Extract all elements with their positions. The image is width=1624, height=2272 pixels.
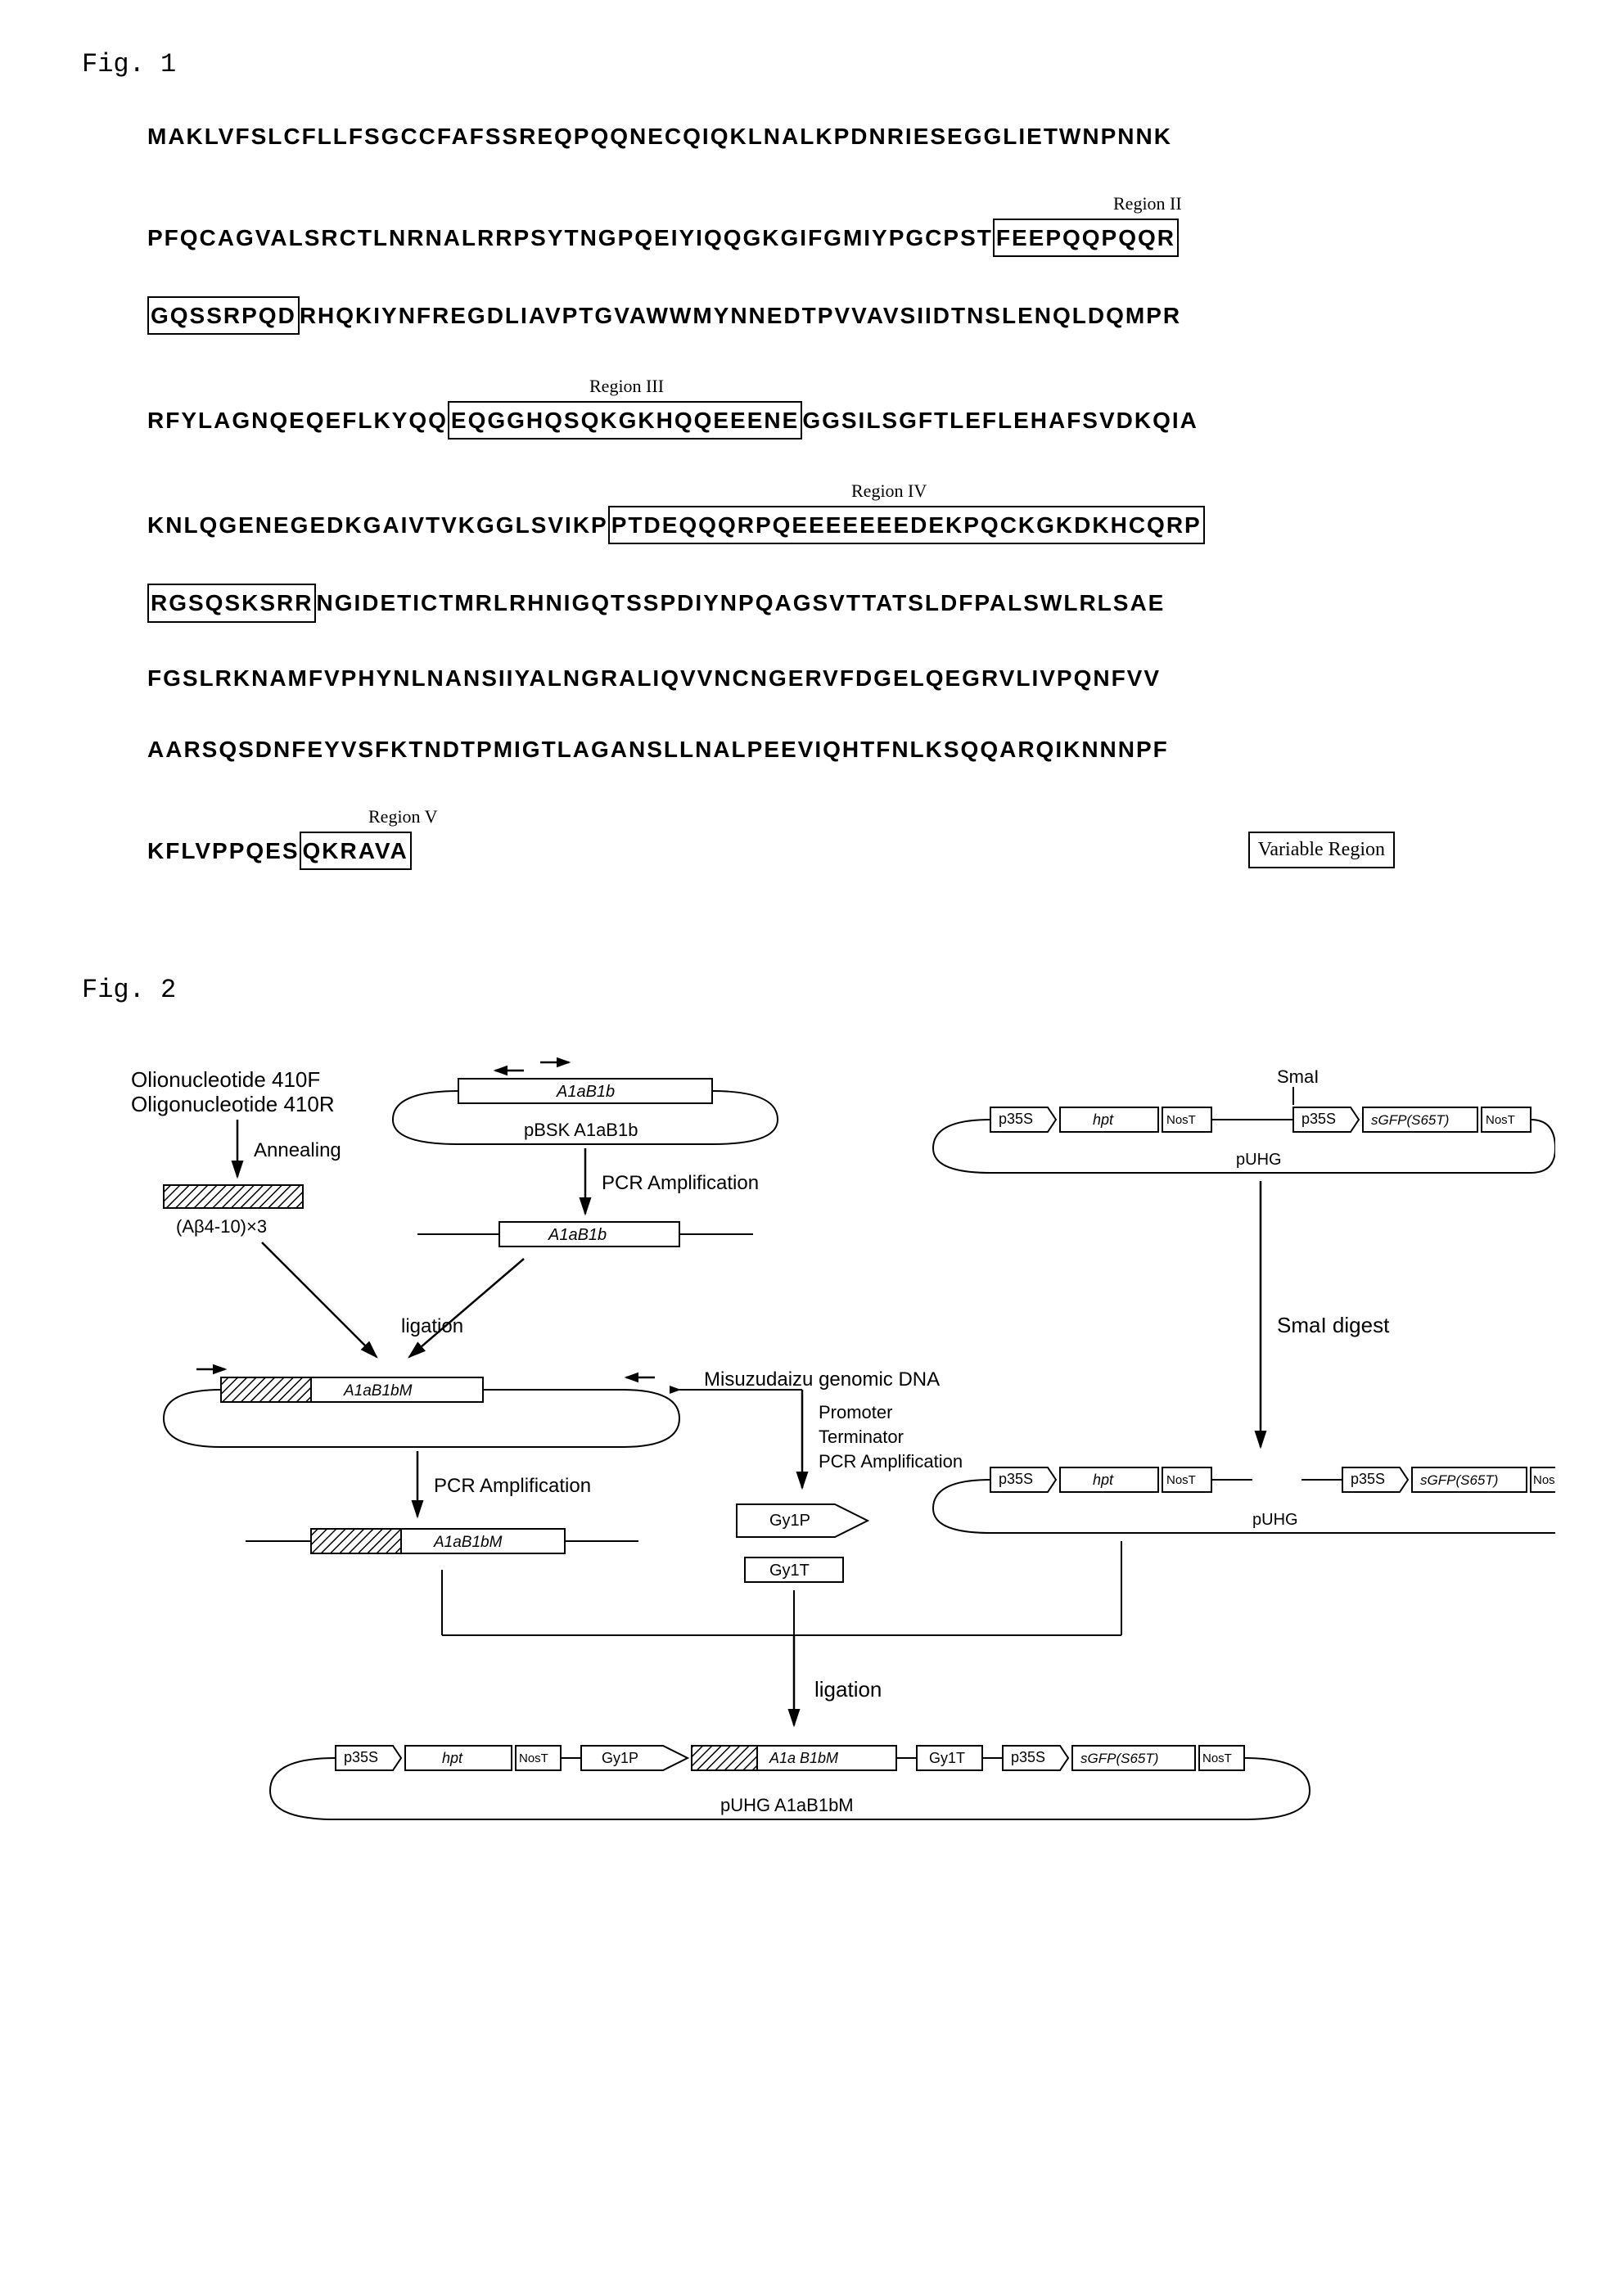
- a1ab1bm-mid-text: A1aB1bM: [343, 1382, 413, 1400]
- svg-text:NosT: NosT: [1166, 1113, 1196, 1127]
- seq-line-9: KFLVPPQESQKRAVA Variable Region: [147, 832, 1542, 870]
- svg-text:sGFP(S65T): sGFP(S65T): [1420, 1472, 1498, 1488]
- svg-text:p35S: p35S: [1351, 1471, 1385, 1487]
- pcr1-text: PCR Amplification: [602, 1172, 759, 1194]
- sequence-block: MAKLVFSLCFLLFSGCCFAFSSREQPQQNECQIQKLNALK…: [147, 120, 1542, 909]
- puhg-final-text: pUHG A1aB1bM: [720, 1795, 854, 1815]
- region2-box-a: FEEPQQPQQR: [993, 219, 1179, 257]
- region3-box: EQGGHQSQKGKHQQEEENE: [448, 401, 802, 440]
- final-construct: p35S hpt NosT Gy1P A1a B1bM Gy1T p35S sG…: [270, 1746, 1310, 1819]
- svg-text:pUHG: pUHG: [1252, 1511, 1298, 1529]
- region2-box-b: GQSSRPQD: [147, 296, 300, 335]
- a1ab1b-plasmid-text: A1aB1b: [556, 1083, 615, 1101]
- pcr3-text: PCR Amplification: [434, 1475, 591, 1497]
- a1ab1bm-linear-text: A1aB1bM: [433, 1534, 503, 1551]
- svg-text:Gy1P: Gy1P: [602, 1750, 638, 1766]
- svg-text:sGFP(S65T): sGFP(S65T): [1371, 1112, 1449, 1128]
- seq-6b: NGIDETICTMRLRHNIGQTSSPDIYNPQAGSVTTATSLDF…: [316, 590, 1165, 615]
- seq-4a: RFYLAGNQEQEFLKYQQ: [147, 408, 448, 433]
- region5-box: QKRAVA: [300, 832, 412, 870]
- terminator-text: Terminator: [819, 1427, 904, 1447]
- svg-text:NosT: NosT: [1486, 1113, 1515, 1127]
- puhg-top: p35S hpt NosT p35S sGFP(S65T) NosT pUHG: [933, 1107, 1555, 1173]
- fig2-diagram: Olionucleotide 410F Oligonucleotide 410R…: [115, 1046, 1555, 1934]
- region3-label-row: Region III: [147, 374, 1542, 399]
- region2-label: Region II: [1113, 192, 1182, 217]
- svg-text:p35S: p35S: [344, 1749, 378, 1765]
- svg-text:sGFP(S65T): sGFP(S65T): [1080, 1751, 1158, 1766]
- svg-text:NosT: NosT: [1533, 1473, 1555, 1487]
- svg-text:hpt: hpt: [442, 1750, 463, 1766]
- region3-label: Region III: [589, 374, 664, 399]
- fig2-label: Fig. 2: [82, 975, 1542, 1005]
- ligation2-text: ligation: [814, 1677, 882, 1702]
- seq-4c: GGSILSGFTLEFLEHAFSVDKQIA: [802, 408, 1198, 433]
- seq-line-4: RFYLAGNQEQEFLKYQQEQGGHQSQKGKHQQEEENEGGSI…: [147, 401, 1542, 440]
- pbska-text: pBSK A1aB1b: [524, 1120, 638, 1140]
- svg-text:p35S: p35S: [999, 1471, 1033, 1487]
- seq-3b: RHQKIYNFREGDLIAVPTGVAWWMYNNEDTPVVAVSIIDT…: [300, 303, 1181, 328]
- region2-label-row: Region II: [147, 192, 1542, 217]
- gy1p-text: Gy1P: [769, 1512, 810, 1530]
- seq-line-7: FGSLRKNAMFVPHYNLNANSIIYALNGRALIQVVNCNGER…: [147, 662, 1542, 694]
- svg-text:p35S: p35S: [999, 1111, 1033, 1127]
- promoter-text: Promoter: [819, 1402, 892, 1422]
- svg-text:pUHG: pUHG: [1236, 1151, 1282, 1169]
- seq-2a: PFQCAGVALSRCTLNRNALRRPSYTNGPQEIYIQQGKGIF…: [147, 225, 993, 250]
- region5-label: Region V: [368, 805, 438, 830]
- oligo1-text: Olionucleotide 410F: [131, 1067, 320, 1092]
- seq-9a: KFLVPPQES: [147, 838, 300, 863]
- annealing-text: Annealing: [254, 1139, 341, 1161]
- puhg-split: p35S hpt NosT p35S sGFP(S65T) NosT pUHG: [933, 1467, 1555, 1533]
- svg-text:p35S: p35S: [1011, 1749, 1045, 1765]
- fig1-label: Fig. 1: [82, 49, 1542, 79]
- seq-line-2: PFQCAGVALSRCTLNRNALRRPSYTNGPQEIYIQQGKGIF…: [147, 219, 1542, 257]
- variable-region-label: Variable Region: [1248, 832, 1395, 869]
- svg-text:NosT: NosT: [519, 1751, 548, 1765]
- region5-label-row: Region V: [147, 805, 1542, 830]
- seq-line-8: AARSQSDNFEYVSFKTNDTPMIGTLAGANSLLNALPEEVI…: [147, 733, 1542, 765]
- smai-digest-text: SmaI digest: [1277, 1313, 1390, 1337]
- svg-text:A1a B1bM: A1a B1bM: [769, 1750, 838, 1766]
- seq-line-5: KNLQGENEGEDKGAIVTVKGGLSVIKPPTDEQQQRPQEEE…: [147, 506, 1542, 544]
- region4-box-b: RGSQSKSRR: [147, 584, 316, 622]
- seq-5a: KNLQGENEGEDKGAIVTVKGGLSVIKP: [147, 512, 608, 538]
- svg-text:p35S: p35S: [1301, 1111, 1336, 1127]
- gy1t-text: Gy1T: [769, 1562, 810, 1580]
- seq-line-6: RGSQSKSRRNGIDETICTMRLRHNIGQTSSPDIYNPQAGS…: [147, 584, 1542, 622]
- svg-text:NosT: NosT: [1166, 1473, 1196, 1487]
- region4-box-a: PTDEQQQRPQEEEEEEEDEKPQCKGKDKHCQRP: [608, 506, 1205, 544]
- ligation1-text: ligation: [401, 1315, 463, 1337]
- oligo2-text: Oligonucleotide 410R: [131, 1092, 335, 1116]
- smai-text: SmaI: [1277, 1066, 1319, 1087]
- svg-text:hpt: hpt: [1093, 1111, 1114, 1128]
- fig2-svg: Olionucleotide 410F Oligonucleotide 410R…: [115, 1046, 1555, 1930]
- region4-label-row: Region IV: [147, 479, 1542, 504]
- ab410-text: (Aβ4-10)×3: [176, 1216, 267, 1237]
- seq-line-3: GQSSRPQDRHQKIYNFREGDLIAVPTGVAWWMYNNEDTPV…: [147, 296, 1542, 335]
- svg-text:hpt: hpt: [1093, 1472, 1114, 1488]
- region4-label: Region IV: [851, 479, 927, 504]
- svg-text:NosT: NosT: [1202, 1751, 1232, 1765]
- seq-line-1: MAKLVFSLCFLLFSGCCFAFSSREQPQQNECQIQKLNALK…: [147, 120, 1542, 152]
- pcr2-text: PCR Amplification: [819, 1451, 963, 1472]
- a1ab1b-linear-text: A1aB1b: [548, 1226, 607, 1244]
- misuzu-text: Misuzudaizu genomic DNA: [704, 1368, 940, 1391]
- svg-text:Gy1T: Gy1T: [929, 1750, 965, 1766]
